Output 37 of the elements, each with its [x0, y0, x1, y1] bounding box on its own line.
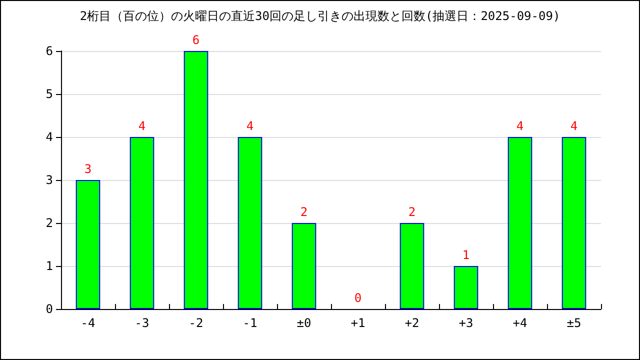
x-tick-label: -1 [242, 316, 258, 330]
bar [292, 223, 316, 309]
bar [454, 266, 478, 309]
x-tick-label: -3 [134, 316, 150, 330]
chart-title: 2桁目（百の位）の火曜日の直近30回の足し引きの出現数と回数(抽選日：2025-09-09) [80, 9, 560, 23]
bar [508, 137, 532, 309]
data-label: 6 [192, 33, 200, 47]
bar [184, 51, 208, 309]
x-tick-label: ±5 [566, 316, 582, 330]
data-label: 4 [516, 119, 524, 133]
bar [76, 180, 100, 309]
x-tick-label: +2 [404, 316, 420, 330]
bar [562, 137, 586, 309]
data-label: 3 [84, 162, 92, 176]
y-tick-label: 1 [46, 259, 53, 273]
y-tick-label: 6 [46, 44, 53, 58]
data-label: 0 [354, 291, 362, 305]
bar [130, 137, 154, 309]
x-tick-label: +1 [350, 316, 366, 330]
data-label: 1 [462, 248, 470, 262]
data-label: 2 [408, 205, 416, 219]
x-tick-label: ±0 [296, 316, 312, 330]
data-label: 4 [246, 119, 254, 133]
bar [400, 223, 424, 309]
data-label: 4 [138, 119, 146, 133]
y-tick-label: 2 [46, 216, 53, 230]
x-tick-label: +4 [512, 316, 528, 330]
data-label: 4 [570, 119, 578, 133]
y-tick-label: 5 [46, 87, 53, 101]
y-tick-label: 4 [46, 130, 53, 144]
x-tick-label: +3 [458, 316, 474, 330]
y-tick-label: 0 [46, 302, 53, 316]
x-tick-label: -2 [188, 316, 204, 330]
data-label: 2 [300, 205, 308, 219]
y-tick-label: 3 [46, 173, 53, 187]
bar [238, 137, 262, 309]
x-tick-label: -4 [80, 316, 96, 330]
